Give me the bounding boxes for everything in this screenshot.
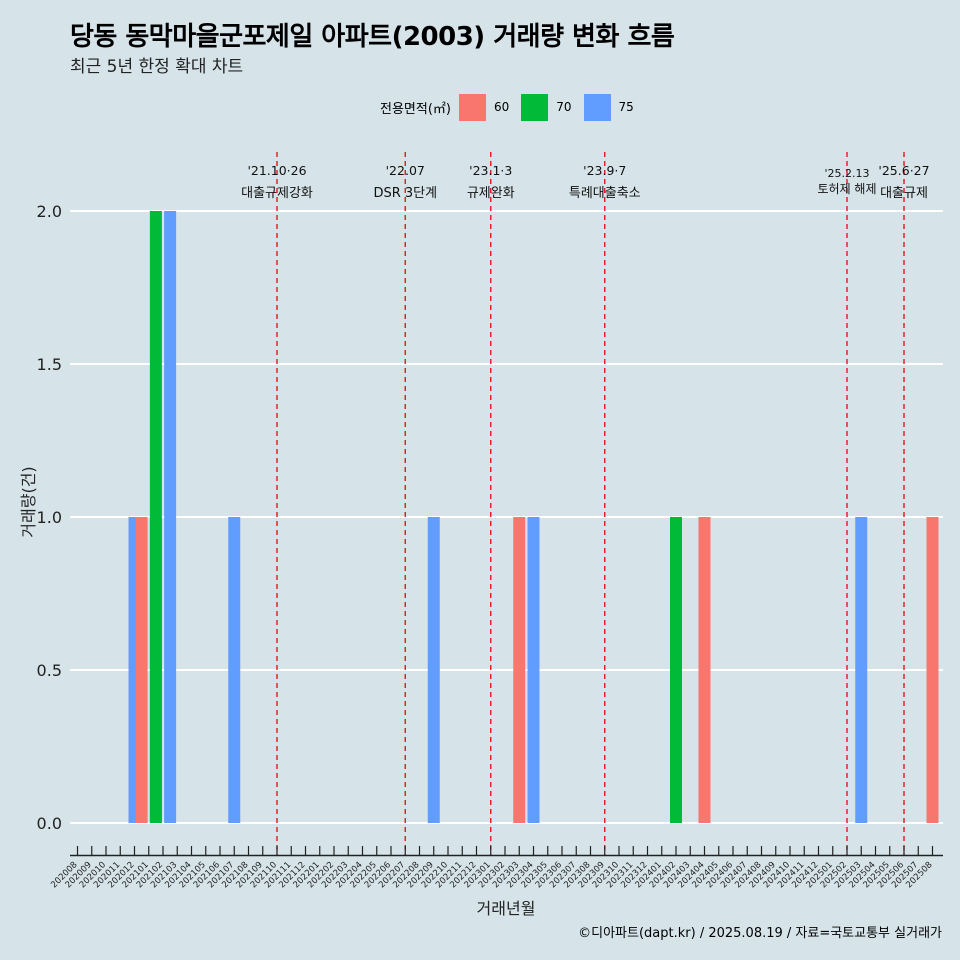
event-label: DSR 3단계: [373, 186, 437, 201]
legend-item-75: 75: [583, 93, 638, 121]
y-axis-title: 거래량(건): [19, 466, 38, 537]
event-date: '23.1·3: [469, 163, 512, 178]
legend-item-70: 70: [521, 93, 575, 121]
source-caption: ©디아파트(dapt.kr) / 2025.08.19 / 자료=국토교통부 실…: [578, 926, 942, 941]
bar-75-202107: [228, 517, 241, 823]
y-tick-label: 0.0: [37, 814, 62, 833]
y-tick-label: 1.5: [37, 355, 62, 374]
bar-60-202303: [513, 517, 526, 823]
event-date: '23.9·7: [583, 163, 626, 178]
event-label: 특례대출축소: [569, 186, 641, 201]
y-tick-label: 0.5: [37, 661, 62, 680]
event-date: '21.10·26: [247, 163, 306, 178]
legend-label-60: 60: [493, 100, 510, 114]
event-label: 대출규제: [880, 186, 928, 201]
bar-75-202209: [427, 517, 440, 823]
legend-swatch-70: [521, 93, 549, 121]
legend-label-75: 75: [618, 100, 634, 114]
legend: 전용면적(㎡) 60 70 75: [380, 92, 646, 122]
legend-label-70: 70: [556, 100, 572, 114]
chart-title: 당동 동막마을군포제일 아파트(2003) 거래량 변화 흐름: [70, 22, 675, 52]
legend-swatch-75: [583, 93, 611, 121]
legend-swatch-60: [458, 93, 486, 121]
bar-60-202404: [698, 517, 711, 823]
event-date: '25.2.13: [824, 167, 869, 180]
bar-60-202101: [135, 517, 148, 823]
event-label: 규제완화: [467, 186, 515, 201]
bar-75-202304: [527, 517, 540, 823]
event-label: 토허제 해제: [817, 182, 876, 196]
event-label: 대출규제강화: [241, 186, 313, 201]
legend-item-60: 60: [458, 93, 513, 121]
bar-70-202102: [149, 211, 162, 823]
chart-subtitle: 최근 5년 한정 확대 차트: [70, 57, 244, 77]
event-date: '22.07: [386, 163, 425, 178]
x-axis-title: 거래년월: [477, 899, 536, 918]
y-tick-label: 2.0: [37, 202, 62, 221]
legend-title: 전용면적(㎡): [380, 101, 451, 117]
y-tick-label: 1.0: [37, 508, 62, 527]
bar-75-202503: [855, 517, 868, 823]
bar-70-202402: [670, 517, 682, 823]
bar-75-202102: [164, 211, 177, 823]
bar-60-202508: [926, 517, 939, 823]
event-date: '25.6·27: [878, 163, 929, 178]
